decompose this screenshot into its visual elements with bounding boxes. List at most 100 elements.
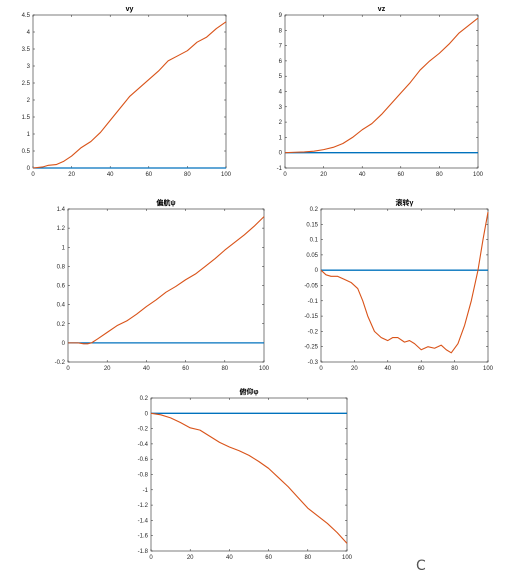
y-tick-label: 0.8 [57,264,66,270]
y-tick-label: 0.05 [306,253,318,259]
x-tick-label: 80 [436,172,443,178]
y-tick-label: -0.6 [138,457,149,463]
x-tick-label: 40 [359,172,366,178]
y-tick-label: 1 [62,245,66,251]
y-tick-label: 5 [279,74,283,80]
y-tick-label: 0.2 [310,207,319,213]
plot-area [150,397,348,552]
plot-area [32,14,227,169]
x-tick-label: 40 [384,366,391,372]
series-line-response [284,17,479,154]
y-tick-label: -0.3 [308,360,319,366]
corner-mark: C [416,558,426,574]
y-tick-label: -0.2 [55,360,66,366]
y-tick-label: 0.5 [22,149,31,155]
y-tick-label: 0.2 [140,396,149,402]
x-tick-label: 20 [104,366,111,372]
x-tick-label: 100 [473,172,484,178]
x-tick-label: 0 [283,172,287,178]
y-tick-label: 8 [279,28,283,34]
y-tick-label: 1 [279,135,283,141]
x-tick-label: 40 [226,555,233,561]
chart-title: 偏航ψ [156,198,175,207]
y-tick-label: 1.2 [57,226,66,232]
y-tick-label: -0.1 [308,299,319,305]
x-tick-label: 100 [221,172,232,178]
y-tick-label: 0.15 [306,222,318,228]
y-tick-label: 0 [315,268,319,274]
y-tick-label: -0.25 [304,345,318,351]
y-tick-label: 2 [279,120,283,126]
y-tick-label: 1 [27,132,31,138]
x-tick-label: 40 [107,172,114,178]
x-tick-label: 80 [184,172,191,178]
plot-area [284,14,479,169]
y-tick-label: -0.2 [308,329,319,335]
x-tick-label: 20 [187,555,194,561]
x-tick-label: 0 [66,366,70,372]
chart-title: vz [378,6,386,13]
y-tick-label: 4 [27,30,31,36]
x-tick-label: 60 [182,366,189,372]
y-tick-label: 4.5 [22,13,31,19]
y-tick-label: 0.4 [57,303,66,309]
y-tick-label: -1.6 [138,534,149,540]
x-tick-label: 0 [149,555,153,561]
x-tick-label: 60 [397,172,404,178]
chart-title: 俯仰φ [239,387,258,396]
y-tick-label: 3 [279,105,283,111]
y-tick-label: 4 [279,90,283,96]
chart-1: vy 0 20 40 60 80 100 0 0.5 1 1.5 2 2.5 3 3.5 4 4.5 [22,6,232,178]
x-tick-label: 0 [319,366,323,372]
y-tick-label: 0 [62,341,66,347]
y-tick-label: 0.1 [310,238,319,244]
y-tick-label: 7 [279,44,283,50]
x-tick-label: 20 [351,366,358,372]
y-tick-label: -0.05 [304,284,318,290]
x-tick-label: 80 [221,366,228,372]
y-tick-label: 6 [279,59,283,65]
x-tick-label: 100 [483,366,494,372]
y-tick-label: 0 [27,166,31,172]
y-tick-label: -1 [143,488,149,494]
y-tick-label: 0.2 [57,322,66,328]
y-tick-label: -0.4 [138,442,149,448]
x-tick-label: 0 [31,172,35,178]
y-tick-label: 3.5 [22,47,31,53]
y-tick-label: 2 [27,98,31,104]
x-tick-label: 80 [304,555,311,561]
y-tick-label: 0.6 [57,284,66,290]
y-tick-label: -1.2 [138,503,149,509]
x-tick-label: 80 [451,366,458,372]
series-line-response [150,412,348,544]
series-line-response [320,211,489,354]
chart-5: 俯仰φ 0 20 40 60 80 100 -1.8 -1.6 -1.4 -1.2 -1 -0.8 -0.… [138,387,353,561]
x-tick-label: 100 [342,555,353,561]
chart-4: 滚转γ 0 20 40 60 80 100 -0.3 -0.25 -0.2 -0.15 -0.1 -0.… [304,198,493,372]
y-tick-label: -1.4 [138,518,149,524]
chart-title: 滚转γ [396,198,414,207]
plot-area [320,208,489,363]
series-line-response [32,21,227,169]
y-tick-label: 3 [27,64,31,70]
y-tick-label: 9 [279,13,283,19]
y-tick-label: 2.5 [22,81,31,87]
y-tick-label: 0 [145,411,149,417]
x-tick-label: 20 [320,172,327,178]
y-tick-label: 1.4 [57,207,66,213]
y-tick-label: -1 [277,166,283,172]
chart-title: vy [126,6,134,13]
y-tick-label: -0.15 [304,314,318,320]
y-tick-label: 0 [279,151,283,157]
y-tick-label: -0.8 [138,473,149,479]
y-tick-label: 1.5 [22,115,31,121]
y-tick-label: -1.8 [138,549,149,555]
series-line-response [68,216,265,345]
x-tick-label: 60 [145,172,152,178]
x-tick-label: 60 [265,555,272,561]
x-tick-label: 60 [418,366,425,372]
x-tick-label: 40 [143,366,150,372]
